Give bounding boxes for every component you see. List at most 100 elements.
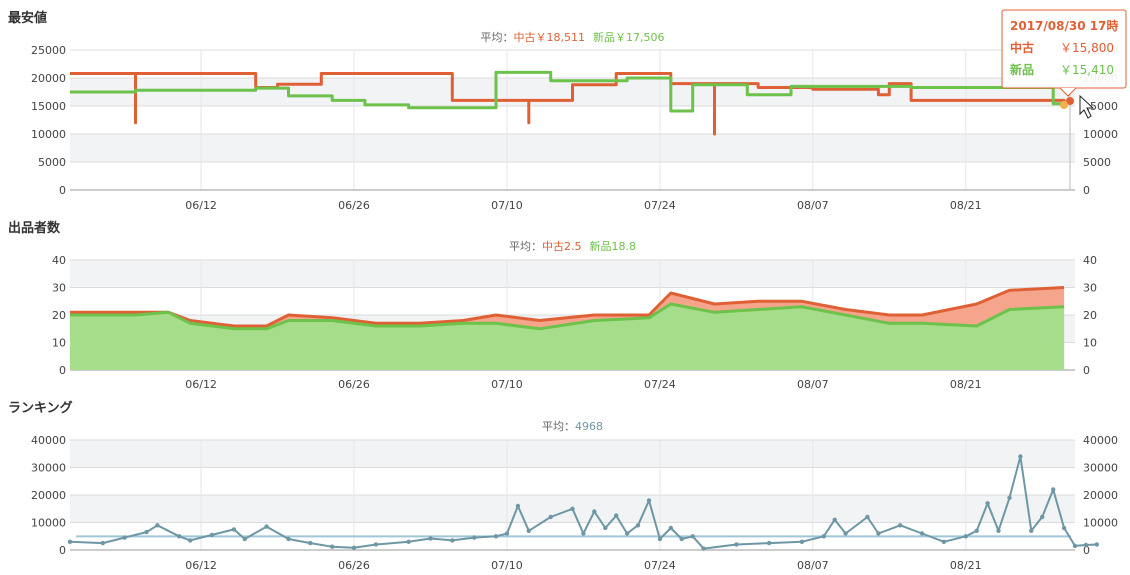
- data-point: [209, 532, 215, 538]
- x-tick-label: 07/10: [491, 378, 523, 391]
- y-tick-label-left: 20000: [31, 72, 66, 85]
- data-point: [996, 528, 1001, 533]
- data-point: [100, 540, 106, 546]
- data-point: [242, 536, 247, 542]
- y-tick-label-left: 40: [52, 254, 66, 267]
- data-point: [876, 531, 881, 536]
- average-label: 平均：4968: [542, 420, 603, 433]
- average-label: 平均：中古￥18,511 新品￥17,506: [481, 30, 665, 44]
- y-tick-label-right: 20000: [1083, 489, 1118, 502]
- x-tick-label: 08/07: [797, 199, 829, 212]
- average-value: 4968: [575, 420, 603, 433]
- data-point: [67, 539, 73, 544]
- series-line-new: [70, 70, 1065, 113]
- data-point: [308, 540, 313, 546]
- x-tick-label: 07/10: [491, 199, 523, 212]
- grid-band: [70, 440, 1075, 468]
- y-tick-label-right: 40: [1083, 254, 1097, 267]
- data-point: [843, 531, 848, 536]
- data-point: [865, 514, 870, 520]
- y-tick-label-right: 5000: [1083, 156, 1111, 169]
- y-tick-label-left: 5000: [38, 156, 66, 169]
- y-tick-label-left: 0: [59, 544, 66, 557]
- data-point: [832, 517, 837, 522]
- y-tick-label-right: 30000: [1083, 462, 1118, 475]
- y-tick-label-left: 15000: [31, 100, 66, 113]
- data-point: [690, 534, 695, 539]
- data-point: [679, 536, 684, 542]
- data-point: [766, 540, 772, 546]
- data-point: [799, 539, 805, 544]
- data-point: [155, 523, 160, 528]
- data-point: [450, 538, 455, 543]
- data-point: [493, 534, 499, 539]
- data-point: [548, 514, 553, 520]
- data-point: [144, 529, 149, 535]
- y-tick-label-left: 25000: [31, 44, 66, 57]
- data-point: [1083, 542, 1089, 548]
- data-point: [701, 546, 706, 551]
- x-tick-label: 08/07: [797, 559, 829, 572]
- data-point: [974, 528, 979, 533]
- data-point: [330, 544, 335, 549]
- tooltip-used-label: 中古: [1010, 40, 1034, 55]
- series-line-rank: [69, 455, 1097, 550]
- y-tick-label-left: 10000: [31, 128, 66, 141]
- data-point: [1040, 514, 1045, 520]
- average-value: 新品18.8: [590, 239, 637, 253]
- x-tick-label: 08/21: [950, 378, 982, 391]
- y-tick-label-left: 0: [59, 184, 66, 197]
- y-tick-label-right: 15000: [1083, 100, 1118, 113]
- series-line-used: [70, 286, 1065, 328]
- tooltip-date: 2017/08/30 17時: [1010, 18, 1118, 33]
- average-prefix: 平均：: [542, 420, 575, 433]
- data-point: [515, 503, 521, 509]
- data-point: [919, 531, 925, 536]
- series-line-new: [70, 302, 1065, 331]
- data-point: [668, 525, 673, 531]
- data-point: [526, 528, 531, 533]
- data-point: [1018, 454, 1023, 459]
- data-point: [351, 545, 357, 550]
- average-label: 平均：中古2.5 新品18.8: [509, 239, 636, 253]
- average-value: 中古2.5: [542, 240, 582, 253]
- y-tick-label-left: 20000: [31, 489, 66, 502]
- data-point: [941, 539, 947, 544]
- x-tick-label: 06/12: [185, 199, 217, 212]
- tooltip-new-value: ￥15,410: [1060, 63, 1114, 77]
- data-point: [581, 531, 586, 536]
- data-point: [428, 536, 433, 541]
- data-point: [1072, 543, 1078, 549]
- tooltip-new-label: 新品: [1010, 62, 1034, 77]
- tooltip-used-value: ￥15,800: [1060, 41, 1114, 55]
- average-prefix: 平均：: [509, 240, 542, 253]
- data-point: [646, 498, 652, 503]
- y-tick-label-right: 0: [1083, 544, 1090, 557]
- x-tick-label: 06/26: [338, 199, 370, 212]
- y-tick-label-right: 10000: [1083, 128, 1118, 141]
- data-point: [472, 535, 477, 540]
- x-tick-label: 06/26: [338, 559, 370, 572]
- x-tick-label: 07/24: [644, 559, 676, 572]
- x-tick-label: 07/24: [644, 199, 676, 212]
- y-tick-label-right: 0: [1083, 184, 1090, 197]
- chart-1: 06/12 06/26 07/10 07/24 08/07 08/21 0 0 5000 5000…: [8, 10, 1118, 212]
- average-prefix: 平均：: [481, 31, 514, 44]
- data-point: [286, 536, 291, 542]
- y-tick-label-right: 40000: [1083, 434, 1118, 447]
- x-tick-label: 08/21: [950, 199, 982, 212]
- y-tick-label-left: 40000: [31, 434, 66, 447]
- chart-title: 最安値: [8, 10, 47, 26]
- x-tick-label: 08/21: [950, 559, 982, 572]
- chart-title: ランキング: [8, 400, 73, 416]
- tooltip-marker-used: [1066, 97, 1074, 105]
- grid-band: [70, 260, 1075, 288]
- y-tick-label-left: 20: [52, 309, 66, 322]
- mouse-cursor-icon: [1079, 94, 1095, 119]
- data-point: [231, 527, 237, 532]
- y-tick-label-left: 10000: [31, 517, 66, 530]
- data-point: [1061, 525, 1067, 531]
- data-point: [734, 542, 739, 547]
